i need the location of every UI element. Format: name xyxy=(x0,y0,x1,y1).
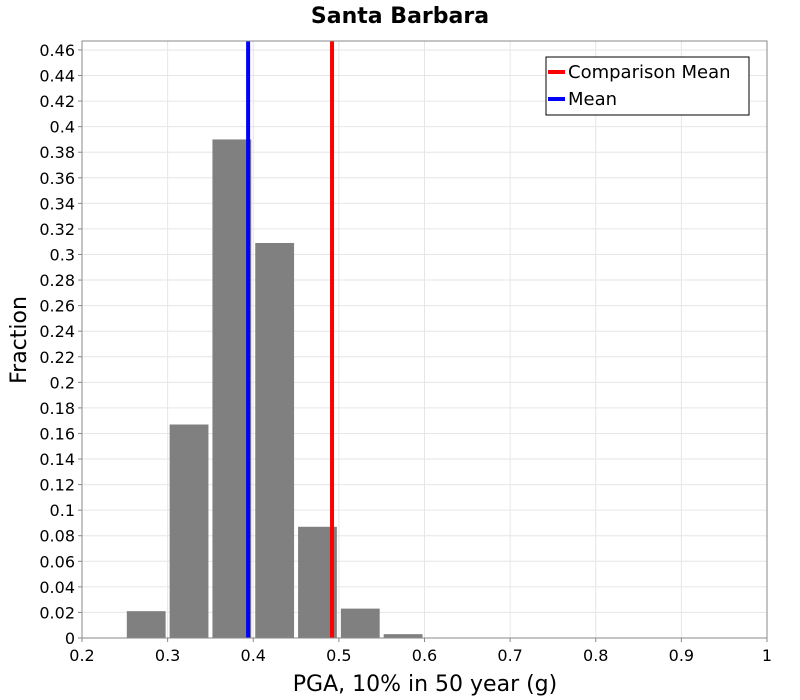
y-tick-label: 0.02 xyxy=(39,603,75,622)
y-tick-label: 0.24 xyxy=(39,322,75,341)
x-axis-label: PGA, 10% in 50 year (g) xyxy=(293,672,557,697)
legend-label-comparison-mean: Comparison Mean xyxy=(568,62,731,83)
y-tick-label: 0.1 xyxy=(50,501,75,520)
x-tick-label: 0.6 xyxy=(412,646,437,665)
y-tick-label: 0.38 xyxy=(39,143,75,162)
y-tick-label: 0.36 xyxy=(39,169,75,188)
x-tick-label: 0.4 xyxy=(241,646,266,665)
y-tick-label: 0.12 xyxy=(39,476,75,495)
histogram-bar xyxy=(255,242,295,639)
x-tick-label: 1 xyxy=(762,646,772,665)
y-tick-label: 0.42 xyxy=(39,92,75,111)
y-tick-label: 0.44 xyxy=(39,67,75,86)
bars-layer xyxy=(126,139,423,639)
mean-lines-layer xyxy=(246,41,335,638)
histogram-bar xyxy=(126,611,166,638)
y-axis-label: Fraction xyxy=(7,296,32,384)
x-tick-label: 0.2 xyxy=(69,646,94,665)
histogram-bar xyxy=(340,608,380,638)
chart-title: Santa Barbara xyxy=(311,4,489,29)
y-tick-label: 0.04 xyxy=(39,578,75,597)
legend-label-mean: Mean xyxy=(568,89,617,110)
y-tick-label: 0.18 xyxy=(39,399,75,418)
x-tick-label: 0.3 xyxy=(155,646,180,665)
y-tick-label: 0.22 xyxy=(39,348,75,367)
y-tick-label: 0.26 xyxy=(39,297,75,316)
y-tick-label: 0.4 xyxy=(50,118,75,137)
y-tick-label: 0.32 xyxy=(39,220,75,239)
y-axis-ticks: 0 0.02 0.04 0.06 0.08 0.1 0.12 0.14 0.16 0.18 0.2 0… xyxy=(39,41,82,648)
x-tick-label: 0.9 xyxy=(669,646,694,665)
histogram-bar xyxy=(169,424,209,638)
y-tick-label: 0 xyxy=(65,629,75,648)
y-tick-label: 0.06 xyxy=(39,552,75,571)
histogram-bar xyxy=(383,634,423,638)
y-tick-label: 0.14 xyxy=(39,450,75,469)
legend-box xyxy=(545,56,750,116)
y-tick-label: 0.28 xyxy=(39,271,75,290)
x-tick-label: 0.5 xyxy=(326,646,351,665)
y-tick-label: 0.34 xyxy=(39,194,75,213)
x-tick-label: 0.8 xyxy=(583,646,608,665)
y-tick-label: 0.16 xyxy=(39,424,75,443)
histogram-bar xyxy=(212,139,252,638)
y-tick-label: 0.2 xyxy=(50,373,75,392)
y-tick-label: 0.46 xyxy=(39,41,75,60)
y-tick-label: 0.08 xyxy=(39,527,75,546)
x-axis-ticks: 0.2 0.3 0.4 0.5 0.6 0.7 0.8 0.9 1 xyxy=(69,638,772,665)
chart-legend: Comparison Mean Mean xyxy=(545,56,750,116)
x-tick-label: 0.7 xyxy=(497,646,522,665)
y-tick-label: 0.3 xyxy=(50,245,75,264)
